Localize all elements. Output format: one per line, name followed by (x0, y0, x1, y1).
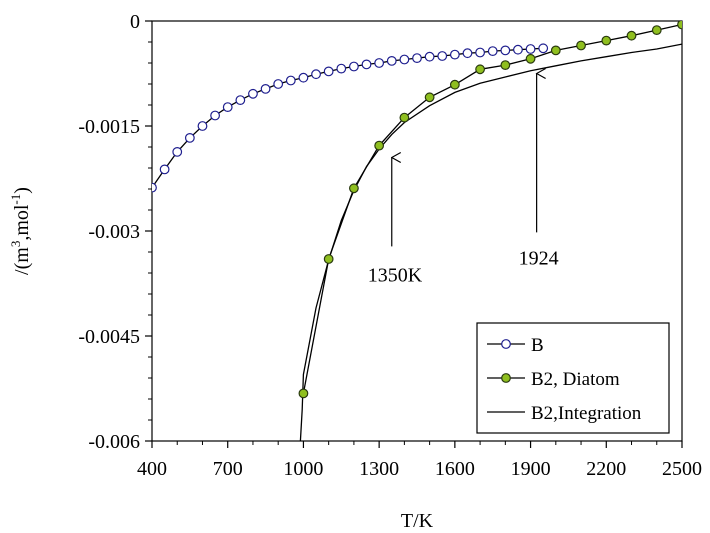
y-axis-title: /(m3,mol-1) (8, 187, 33, 275)
data-point-0 (412, 53, 422, 63)
data-point-0 (386, 56, 397, 66)
data-point-0 (159, 164, 170, 175)
data-point-1 (424, 92, 435, 103)
legend-marker-1 (501, 373, 511, 383)
data-point-0 (449, 49, 460, 60)
series-layer (152, 21, 682, 441)
data-point-0 (222, 102, 233, 112)
x-tick-label: 1000 (283, 458, 323, 480)
data-point-0 (298, 72, 309, 83)
data-point-1 (651, 25, 662, 35)
annotation-label: 1924 (519, 247, 559, 269)
x-tick-label: 1300 (359, 458, 399, 480)
data-point-0 (336, 63, 347, 74)
x-tick-label: 1900 (511, 458, 551, 480)
y-tick-label: -0.006 (88, 431, 140, 453)
data-point-1 (349, 183, 359, 194)
legend-marker-0 (501, 339, 511, 349)
data-point-1 (601, 35, 612, 46)
data-point-0 (210, 110, 220, 121)
data-point-1 (550, 45, 561, 56)
data-point-0 (285, 75, 296, 86)
data-point-0 (399, 54, 410, 65)
data-point-0 (361, 59, 372, 70)
x-tick-label: 1600 (435, 458, 475, 480)
data-point-1 (374, 140, 385, 151)
data-point-0 (437, 51, 448, 61)
data-point-1 (576, 40, 586, 51)
data-point-0 (475, 47, 485, 58)
data-point-0 (424, 51, 435, 62)
data-point-0 (349, 61, 359, 72)
data-point-1 (500, 60, 511, 70)
data-point-1 (525, 53, 536, 64)
data-point-0 (525, 44, 536, 54)
y-tick-label: -0.003 (88, 221, 140, 243)
legend-label: B2,Integration (531, 403, 642, 424)
data-point-0 (273, 79, 284, 89)
y-tick-label: -0.0015 (78, 116, 140, 138)
annotation-label: 1350K (368, 264, 423, 286)
data-point-1 (449, 79, 460, 90)
legend-label: B2, Diatom (531, 369, 620, 390)
x-tick-label: 400 (137, 458, 167, 480)
x-tick-label: 2200 (586, 458, 626, 480)
legend-label: B (531, 335, 544, 356)
data-point-0 (184, 132, 195, 143)
data-point-0 (487, 46, 498, 56)
annotations: 1350K 1924 (368, 74, 559, 286)
x-axis-title: T/K (401, 510, 434, 532)
series-line-1 (302, 23, 682, 394)
data-point-0 (374, 58, 385, 68)
data-point-0 (500, 45, 511, 56)
ticks: 400 700 1000 1300 1600 1900 2200 2500 0 -0.0015 -0… (78, 11, 702, 480)
data-point-1 (626, 30, 637, 41)
data-point-0 (197, 121, 208, 131)
data-point-1 (323, 254, 334, 264)
data-point-1 (475, 64, 485, 75)
y-tick-label: -0.0045 (78, 326, 140, 348)
data-point-0 (538, 43, 549, 54)
data-point-0 (462, 48, 473, 59)
x-tick-label: 2500 (662, 458, 702, 480)
data-point-0 (235, 95, 246, 105)
data-point-0 (311, 69, 321, 80)
data-point-0 (248, 88, 258, 99)
data-point-0 (513, 44, 523, 55)
data-point-0 (152, 182, 157, 193)
data-point-0 (260, 83, 271, 94)
data-point-1 (399, 112, 410, 123)
data-point-1 (677, 21, 682, 30)
data-point-0 (172, 146, 183, 157)
x-tick-label: 700 (213, 458, 243, 480)
data-point-0 (323, 66, 334, 77)
series-line-2 (299, 43, 682, 441)
data-point-1 (298, 388, 309, 399)
legend: B B2, Diatom B2,Integration (476, 322, 670, 434)
y-tick-label: 0 (130, 11, 140, 33)
